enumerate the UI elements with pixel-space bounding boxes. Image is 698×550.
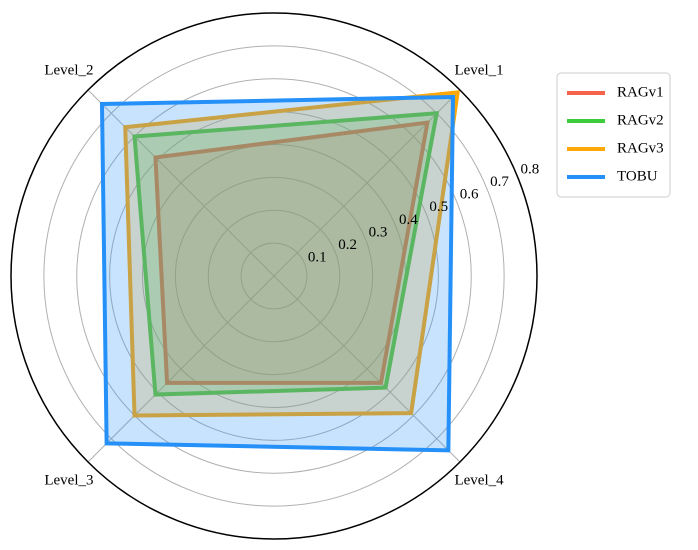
grid-circle [76, 78, 472, 474]
series-area [132, 111, 440, 397]
grid-spoke [273, 275, 461, 463]
outer-spine [10, 12, 538, 540]
legend-label: RAGv1 [617, 84, 664, 100]
series-area [123, 90, 460, 418]
legend-label: RAGv2 [617, 112, 664, 128]
category-label: Level_1 [454, 62, 503, 78]
category-label: Level_4 [454, 472, 504, 488]
r-tick-label: 0.6 [460, 187, 479, 203]
category-label: Level_2 [44, 62, 93, 78]
r-tick-label: 0.8 [521, 161, 540, 177]
series-area [153, 120, 430, 385]
grid-spoke [87, 275, 275, 463]
legend-label: RAGv3 [617, 140, 664, 156]
series-area [99, 94, 456, 453]
r-tick-label: 0.7 [490, 174, 509, 190]
r-tick-label: 0.3 [369, 224, 388, 240]
grid-circle [207, 209, 341, 343]
grid-circle [43, 45, 505, 507]
r-tick-label: 0.5 [429, 199, 448, 215]
legend-box [556, 72, 671, 198]
r-tick-label: 0.1 [308, 249, 327, 265]
grid-spoke [87, 89, 275, 277]
grid-circle [240, 242, 308, 310]
grid-circle [174, 176, 374, 376]
category-label: Level_3 [44, 472, 93, 488]
r-tick-label: 0.4 [399, 212, 418, 228]
legend-label: TOBU [617, 168, 658, 184]
r-tick-label: 0.2 [338, 237, 357, 253]
